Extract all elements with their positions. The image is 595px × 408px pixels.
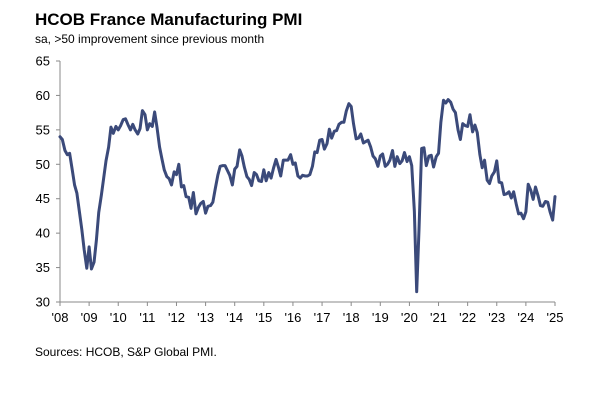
chart-subtitle: sa, >50 improvement since previous month <box>35 32 265 46</box>
pmi-series-line <box>58 98 557 294</box>
x-tick-label: '15 <box>255 310 272 325</box>
x-tick-label: '24 <box>517 310 534 325</box>
x-axis-ticks: '08 '09 '10 '11 '12 '13 '14 '15 '16 '17 '18 '19 '20 '… <box>52 302 564 325</box>
x-tick-label: '19 <box>372 310 389 325</box>
y-tick-label: 55 <box>36 122 50 137</box>
y-axis-ticks: 30 35 40 45 50 55 60 65 <box>36 54 60 310</box>
x-tick-label: '16 <box>284 310 301 325</box>
y-tick-label: 30 <box>36 295 50 310</box>
x-tick-label: '13 <box>197 310 214 325</box>
x-tick-label: '21 <box>430 310 447 325</box>
chart-source: Sources: HCOB, S&P Global PMI. <box>35 345 217 359</box>
y-tick-label: 35 <box>36 260 50 275</box>
y-tick-label: 65 <box>36 54 50 69</box>
x-tick-label: '20 <box>401 310 418 325</box>
x-tick-label: '10 <box>110 310 127 325</box>
y-tick-label: 40 <box>36 226 50 241</box>
x-tick-label: '08 <box>52 310 69 325</box>
x-tick-label: '22 <box>459 310 476 325</box>
y-tick-label: 45 <box>36 191 50 206</box>
x-tick-label: '18 <box>343 310 360 325</box>
x-tick-label: '25 <box>547 310 564 325</box>
y-tick-label: 50 <box>36 157 50 172</box>
x-tick-label: '09 <box>81 310 98 325</box>
x-tick-label: '17 <box>314 310 331 325</box>
x-tick-label: '23 <box>488 310 505 325</box>
x-tick-label: '11 <box>139 310 155 325</box>
chart-title: HCOB France Manufacturing PMI <box>35 10 303 29</box>
y-tick-label: 60 <box>36 88 50 103</box>
x-tick-label: '14 <box>226 310 243 325</box>
x-tick-label: '12 <box>168 310 185 325</box>
